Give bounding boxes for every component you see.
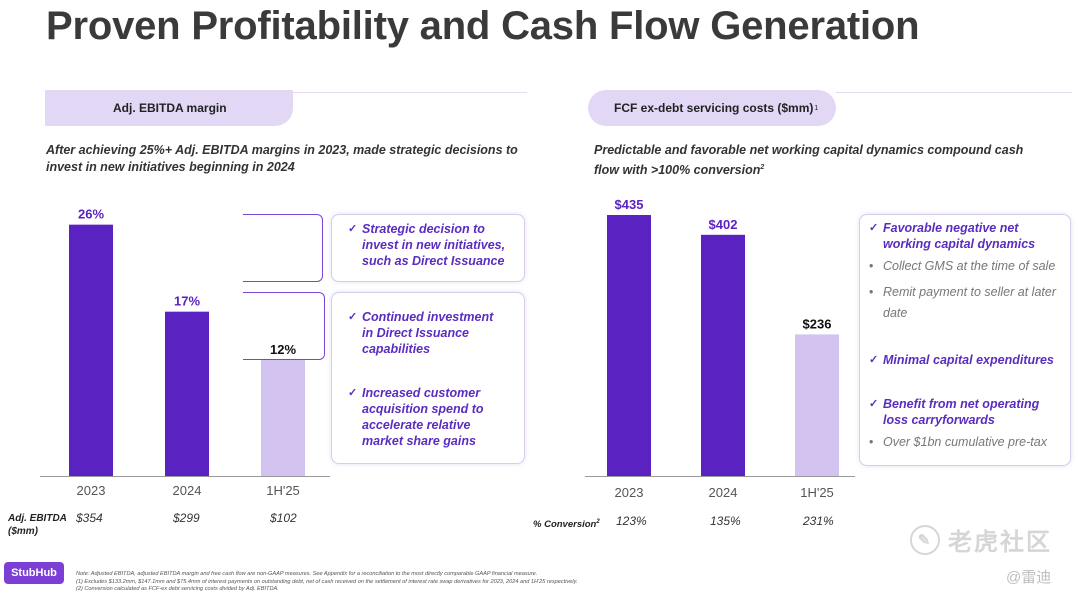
callout-line: working capital dynamics bbox=[883, 237, 1036, 251]
callout-line: Strategic decision to bbox=[362, 222, 485, 236]
callout-line: Increased customer bbox=[362, 386, 481, 400]
callout-line: capabilities bbox=[362, 342, 431, 356]
right-subtitle-text: Predictable and favorable net working ca… bbox=[594, 143, 1024, 178]
bar-0 bbox=[69, 224, 113, 476]
fcf-chart: $435 2023 $402 2024 $236 1H'25 bbox=[585, 197, 855, 500]
ebitda-value-2023: $354 bbox=[76, 511, 103, 525]
row-label-text: % Conversion bbox=[533, 519, 597, 531]
footnote-ref: 1 bbox=[814, 104, 819, 112]
category-label-0: 2023 bbox=[615, 485, 644, 500]
conversion-2024: 135% bbox=[710, 514, 741, 528]
footnote-line: (1) Excludes $133.2mm, $147.1mm and $75.… bbox=[76, 578, 578, 585]
tiger-icon: ✎ bbox=[910, 524, 940, 555]
row-label-line: Adj. EBITDA bbox=[8, 513, 67, 524]
bar-2 bbox=[795, 334, 839, 476]
bullet-icon: • bbox=[869, 285, 874, 299]
category-label-1: 2024 bbox=[709, 485, 738, 500]
data-label-1: 17% bbox=[174, 294, 200, 309]
conversion-1h25: 231% bbox=[803, 514, 834, 528]
data-label-2: $236 bbox=[803, 316, 832, 331]
category-label-0: 2023 bbox=[77, 483, 106, 498]
bullet-icon: • bbox=[869, 259, 874, 273]
callout-line: Collect GMS at the time of sale bbox=[883, 259, 1056, 273]
callout-line: invest in new initiatives, bbox=[362, 238, 506, 252]
ebitda-value-1h25: $102 bbox=[270, 511, 297, 525]
bracket-bottom bbox=[243, 292, 325, 360]
category-label-2: 1H'25 bbox=[266, 483, 300, 498]
check-icon: ✓ bbox=[869, 354, 879, 366]
callout-nol-text: ✓ Benefit from net operating loss carryf… bbox=[869, 396, 1040, 428]
watermark-text: 老虎社区 bbox=[948, 529, 1052, 556]
callout-acquisition-text: ✓ Increased customer acquisition spend t… bbox=[348, 385, 484, 449]
callout-right bbox=[859, 214, 1071, 466]
callout-line: Favorable negative net bbox=[883, 221, 1019, 235]
callout-line: Benefit from net operating bbox=[883, 397, 1040, 411]
callout-gms-text: • Collect GMS at the time of sale bbox=[869, 256, 1056, 277]
check-icon: ✓ bbox=[869, 398, 879, 410]
ebitda-margin-chart: 26% 2023 17% 2024 12% 1H'25 bbox=[40, 207, 330, 498]
check-icon: ✓ bbox=[348, 387, 358, 399]
callout-line: Minimal capital expenditures bbox=[883, 353, 1054, 367]
footnote-line: Note: Adjusted EBITDA, adjusted EBITDA m… bbox=[76, 571, 538, 577]
data-label-1: $402 bbox=[709, 217, 738, 232]
row-label-line: ($mm) bbox=[8, 526, 39, 537]
callout-strategic-text: ✓ Strategic decision to invest in new in… bbox=[348, 221, 506, 269]
pill-divider bbox=[293, 92, 527, 93]
bar-2 bbox=[261, 360, 305, 476]
right-subtitle: Predictable and favorable net working ca… bbox=[594, 142, 1044, 179]
check-icon: ✓ bbox=[348, 223, 358, 235]
callout-line: Continued investment bbox=[362, 310, 494, 324]
footnotes: Note: Adjusted EBITDA, adjusted EBITDA m… bbox=[76, 571, 578, 594]
callout-line: such as Direct Issuance bbox=[362, 254, 505, 268]
fcf-pill: FCF ex-debt servicing costs ($mm) 1 bbox=[588, 90, 836, 126]
callout-strategic bbox=[331, 214, 525, 282]
callout-line: Over $1bn cumulative pre-tax bbox=[883, 435, 1047, 449]
bullet-icon: • bbox=[869, 435, 874, 449]
callout-nwc-text: ✓ Favorable negative net working capital… bbox=[869, 220, 1036, 252]
ebitda-value-2024: $299 bbox=[173, 511, 200, 525]
bar-1 bbox=[701, 234, 745, 476]
callout-line: acquisition spend to bbox=[362, 402, 484, 416]
callout-line: loss carryforwards bbox=[883, 413, 995, 427]
stubhub-logo: StubHub bbox=[4, 562, 64, 584]
callout-line: Remit payment to seller at later bbox=[883, 285, 1056, 299]
bar-1 bbox=[165, 311, 209, 476]
check-icon: ✓ bbox=[869, 222, 879, 234]
bar-0 bbox=[607, 215, 651, 476]
footnote-ref: 2 bbox=[596, 519, 600, 525]
footnote-line: (2) Conversion calculated as FCF-ex debt… bbox=[76, 586, 279, 592]
conversion-2023: 123% bbox=[616, 514, 647, 528]
callout-line: date bbox=[883, 306, 908, 320]
data-label-2: 12% bbox=[270, 342, 296, 357]
left-subtitle: After achieving 25%+ Adj. EBITDA margins… bbox=[46, 143, 518, 174]
callout-line: market share gains bbox=[362, 434, 476, 448]
callout-investment-text: ✓ Continued investment in Direct Issuanc… bbox=[348, 309, 494, 357]
conversion-row-label: % Conversion2 bbox=[533, 516, 600, 531]
callout-line: accelerate relative bbox=[362, 418, 471, 432]
data-label-0: 26% bbox=[78, 207, 104, 222]
check-icon: ✓ bbox=[348, 311, 358, 323]
data-label-0: $435 bbox=[615, 197, 644, 212]
callout-pretax-text: • Over $1bn cumulative pre-tax bbox=[869, 432, 1047, 453]
watermark-handle: @雷迪 bbox=[1006, 569, 1052, 586]
page-title: Proven Profitability and Cash Flow Gener… bbox=[46, 4, 920, 48]
callout-remit-text: • Remit payment to seller at later date bbox=[869, 282, 1056, 324]
ebitda-margin-pill: Adj. EBITDA margin bbox=[45, 90, 293, 126]
callout-investment bbox=[331, 292, 525, 464]
fcf-pill-label: FCF ex-debt servicing costs ($mm) bbox=[614, 101, 814, 115]
category-label-1: 2024 bbox=[173, 483, 202, 498]
bracket-top bbox=[243, 214, 323, 282]
watermark: ✎ 老虎社区 bbox=[910, 522, 1052, 557]
callout-capex-text: ✓ Minimal capital expenditures bbox=[869, 352, 1054, 368]
callout-line: in Direct Issuance bbox=[362, 326, 469, 340]
pill-divider bbox=[836, 92, 1072, 93]
footnote-ref: 2 bbox=[760, 164, 765, 171]
category-label-2: 1H'25 bbox=[800, 485, 834, 500]
ebitda-row-label: Adj. EBITDA ($mm) bbox=[8, 512, 67, 538]
